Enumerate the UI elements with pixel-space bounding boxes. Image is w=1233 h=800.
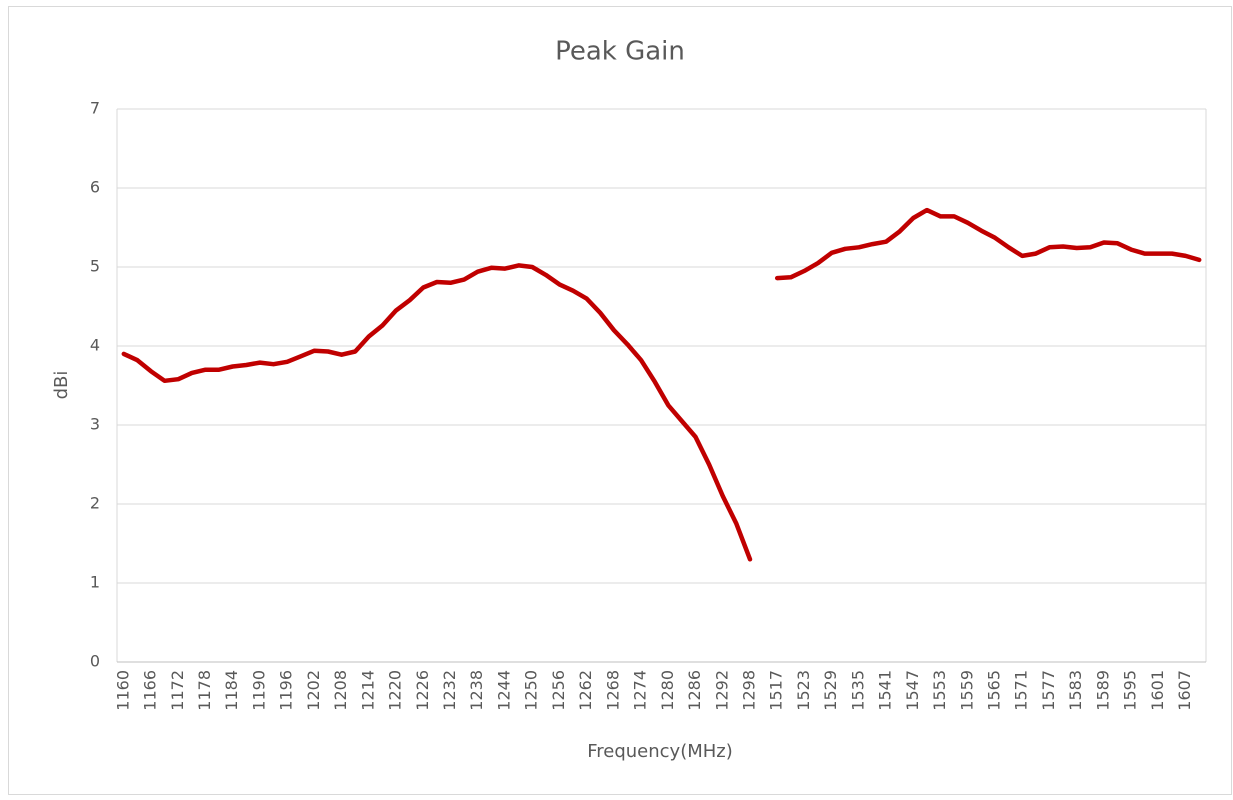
- x-tick-label: 1547: [903, 670, 922, 711]
- x-tick-label: 1559: [957, 670, 976, 711]
- y-tick-label: 1: [90, 573, 100, 592]
- x-tick-label: 1553: [930, 670, 949, 711]
- x-tick-label: 1595: [1121, 670, 1140, 711]
- x-tick-label: 1250: [522, 670, 541, 711]
- x-tick-label: 1601: [1148, 670, 1167, 711]
- x-tick-label: 1286: [685, 670, 704, 711]
- x-tick-label: 1535: [848, 670, 867, 711]
- x-tick-label: 1577: [1039, 670, 1058, 711]
- y-tick-label: 3: [90, 415, 100, 434]
- y-tick-label: 4: [90, 336, 100, 355]
- y-tick-label: 0: [90, 652, 100, 671]
- x-tick-label: 1607: [1175, 670, 1194, 711]
- chart-title: Peak Gain: [555, 37, 685, 67]
- y-tick-label: 7: [90, 99, 100, 118]
- x-tick-label: 1583: [1066, 670, 1085, 711]
- x-tick-label: 1517: [767, 670, 786, 711]
- x-tick-label: 1178: [195, 670, 214, 711]
- y-axis-title: dBi: [51, 371, 72, 400]
- x-tick-label: 1166: [141, 670, 160, 711]
- x-tick-label: 1214: [358, 670, 377, 711]
- x-axis-title: Frequency(MHz): [587, 741, 733, 762]
- x-tick-label: 1262: [576, 670, 595, 711]
- x-tick-label: 1541: [876, 670, 895, 711]
- x-tick-label: 1565: [985, 670, 1004, 711]
- y-tick-label: 6: [90, 178, 100, 197]
- chart-frame: [8, 6, 1232, 795]
- x-tick-label: 1529: [821, 670, 840, 711]
- y-tick-label: 5: [90, 257, 100, 276]
- x-tick-label: 1244: [494, 670, 513, 711]
- x-tick-label: 1232: [440, 670, 459, 711]
- x-tick-label: 1196: [277, 670, 296, 711]
- x-tick-label: 1202: [304, 670, 323, 711]
- x-tick-label: 1571: [1012, 670, 1031, 711]
- data-line: [121, 207, 1202, 562]
- y-tick-label: 2: [90, 494, 100, 513]
- x-tick-label: 1208: [331, 670, 350, 711]
- x-tick-label: 1226: [413, 670, 432, 711]
- x-tick-label: 1160: [113, 670, 132, 711]
- x-tick-label: 1256: [549, 670, 568, 711]
- x-tick-label: 1292: [712, 670, 731, 711]
- x-tick-label: 1220: [386, 670, 405, 711]
- x-tick-label: 1268: [603, 670, 622, 711]
- x-tick-label: 1298: [739, 670, 758, 711]
- x-tick-label: 1238: [467, 670, 486, 711]
- x-tick-label: 1190: [249, 670, 268, 711]
- x-tick-label: 1280: [658, 670, 677, 711]
- x-tick-label: 1274: [631, 670, 650, 711]
- x-tick-label: 1589: [1093, 670, 1112, 711]
- x-tick-label: 1172: [168, 670, 187, 711]
- x-tick-label: 1523: [794, 670, 813, 711]
- x-tick-label: 1184: [222, 670, 241, 711]
